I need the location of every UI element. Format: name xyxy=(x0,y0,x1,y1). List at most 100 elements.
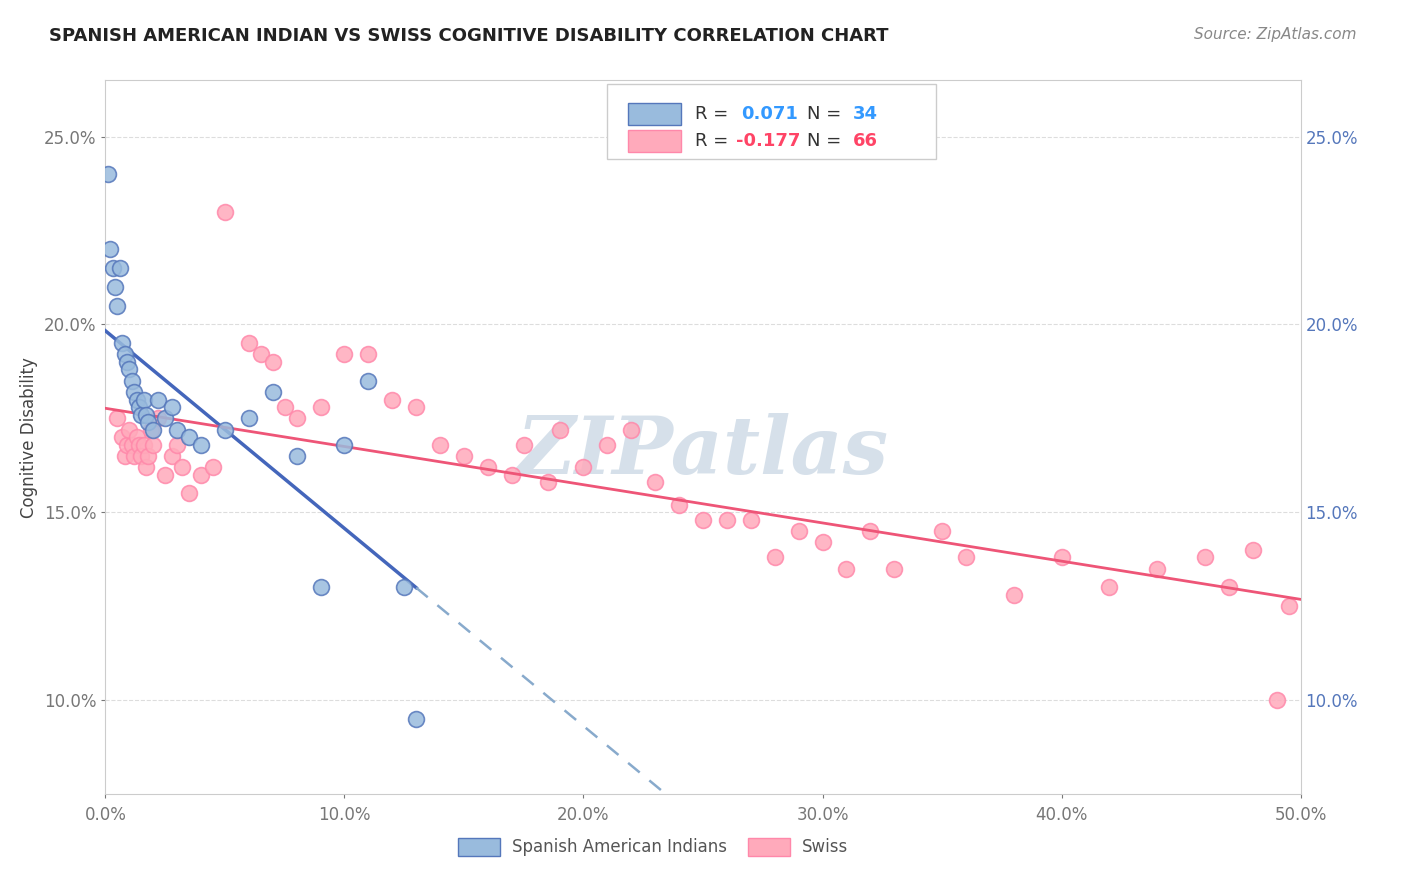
Point xyxy=(146,392,169,407)
Point xyxy=(122,449,145,463)
Point xyxy=(453,449,475,463)
Text: N =: N = xyxy=(807,132,846,150)
Point xyxy=(513,437,536,451)
Point xyxy=(405,712,427,726)
FancyBboxPatch shape xyxy=(748,838,790,856)
Point xyxy=(501,467,523,482)
Point xyxy=(111,336,134,351)
Point xyxy=(883,561,905,575)
Point xyxy=(166,437,188,451)
Point xyxy=(170,460,193,475)
Point xyxy=(135,460,157,475)
Point xyxy=(138,415,160,429)
Point xyxy=(1218,580,1240,594)
Point xyxy=(285,449,308,463)
Point xyxy=(787,524,810,538)
Point xyxy=(262,355,284,369)
Point xyxy=(250,347,273,361)
Point xyxy=(146,411,169,425)
FancyBboxPatch shape xyxy=(627,130,682,152)
Text: -0.177: -0.177 xyxy=(737,132,801,150)
Point xyxy=(114,347,136,361)
Point xyxy=(128,400,150,414)
Point xyxy=(111,430,134,444)
FancyBboxPatch shape xyxy=(627,103,682,125)
Point xyxy=(139,423,162,437)
Point xyxy=(129,449,153,463)
Point xyxy=(309,400,332,414)
Point xyxy=(128,437,150,451)
Point xyxy=(162,400,184,414)
Point xyxy=(740,513,762,527)
Point xyxy=(811,535,834,549)
Text: N =: N = xyxy=(807,105,846,123)
Point xyxy=(536,475,558,490)
Point xyxy=(405,400,427,414)
Point xyxy=(132,437,155,451)
Point xyxy=(668,498,690,512)
Point xyxy=(107,411,129,425)
Point xyxy=(285,411,308,425)
Point xyxy=(115,437,138,451)
Point xyxy=(115,355,138,369)
Point xyxy=(262,384,284,399)
Point xyxy=(273,400,295,414)
Point xyxy=(1194,550,1216,565)
Text: 0.071: 0.071 xyxy=(741,105,799,123)
Point xyxy=(763,550,786,565)
Point xyxy=(381,392,404,407)
Text: ZIPatlas: ZIPatlas xyxy=(517,413,889,490)
Point xyxy=(97,167,120,181)
Point xyxy=(129,408,153,422)
Point xyxy=(125,430,148,444)
Point xyxy=(177,486,201,500)
Point xyxy=(859,524,882,538)
Point xyxy=(118,362,141,376)
Point xyxy=(1002,588,1025,602)
Point xyxy=(238,411,260,425)
Point xyxy=(835,561,858,575)
Point xyxy=(125,392,148,407)
Point xyxy=(121,437,143,451)
Point xyxy=(1277,599,1299,613)
Point xyxy=(548,423,571,437)
Text: SPANISH AMERICAN INDIAN VS SWISS COGNITIVE DISABILITY CORRELATION CHART: SPANISH AMERICAN INDIAN VS SWISS COGNITI… xyxy=(49,27,889,45)
Point xyxy=(692,513,714,527)
Point xyxy=(138,449,160,463)
Point xyxy=(142,437,165,451)
Point xyxy=(108,261,131,276)
Point xyxy=(1146,561,1168,575)
Point xyxy=(132,392,155,407)
Text: R =: R = xyxy=(695,105,734,123)
Text: Spanish American Indians: Spanish American Indians xyxy=(512,838,727,856)
Point xyxy=(955,550,977,565)
Point xyxy=(572,460,595,475)
Text: Source: ZipAtlas.com: Source: ZipAtlas.com xyxy=(1194,27,1357,42)
Text: 66: 66 xyxy=(852,132,877,150)
Point xyxy=(644,475,666,490)
Point xyxy=(333,347,356,361)
Point xyxy=(309,580,332,594)
Point xyxy=(153,411,177,425)
Point xyxy=(121,374,143,388)
FancyBboxPatch shape xyxy=(607,84,936,159)
Point xyxy=(101,261,124,276)
Point xyxy=(122,384,145,399)
Point xyxy=(153,467,177,482)
Point xyxy=(104,280,127,294)
Point xyxy=(142,423,165,437)
Point xyxy=(477,460,499,475)
Point xyxy=(429,437,451,451)
Point xyxy=(1098,580,1121,594)
Point xyxy=(190,467,212,482)
Point xyxy=(357,374,380,388)
Text: Swiss: Swiss xyxy=(803,838,848,856)
Point xyxy=(166,423,188,437)
Point xyxy=(162,449,184,463)
Text: R =: R = xyxy=(695,132,734,150)
Point xyxy=(392,580,416,594)
Point xyxy=(214,204,236,219)
FancyBboxPatch shape xyxy=(458,838,501,856)
Point xyxy=(135,408,157,422)
Point xyxy=(1241,542,1264,557)
